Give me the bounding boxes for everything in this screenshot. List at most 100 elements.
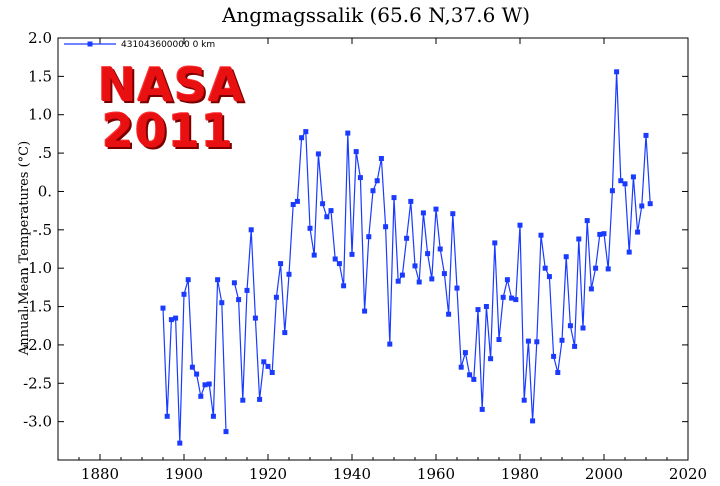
data-point (236, 297, 242, 303)
data-point (425, 251, 431, 257)
y-tick-label: .5 (38, 144, 52, 162)
data-point (257, 396, 263, 402)
data-point (626, 249, 632, 255)
data-point (273, 294, 279, 300)
data-point (252, 315, 258, 321)
data-point (462, 350, 468, 356)
data-point (458, 364, 464, 370)
data-point (383, 224, 389, 230)
data-point (496, 337, 502, 342)
data-point (559, 337, 565, 343)
data-point (483, 304, 489, 309)
data-point (614, 69, 620, 75)
y-tick-label: -1.0 (23, 259, 52, 277)
data-point (328, 208, 334, 214)
data-point (231, 280, 237, 286)
data-point (521, 397, 527, 403)
data-point (517, 222, 523, 228)
data-point (374, 178, 380, 184)
data-point (269, 370, 275, 375)
data-point (282, 330, 288, 336)
data-point (164, 413, 170, 419)
data-point (576, 236, 582, 242)
x-tick-label: 2000 (585, 465, 623, 483)
data-point (185, 277, 191, 283)
data-point (181, 291, 187, 297)
data-point (546, 274, 552, 280)
data-point (488, 356, 494, 362)
data-point (345, 130, 351, 136)
data-point (639, 203, 645, 209)
y-tick-label: -.5 (33, 221, 52, 239)
data-point (601, 231, 607, 237)
data-point (471, 376, 477, 382)
data-point (290, 202, 296, 207)
data-point (525, 338, 531, 344)
series-line (233, 71, 651, 421)
data-point (475, 307, 481, 313)
x-tick-label: 1980 (501, 465, 539, 483)
x-tick-label: 1900 (165, 465, 203, 483)
data-point (202, 382, 208, 388)
data-point (206, 381, 212, 387)
data-point (622, 181, 628, 187)
data-point (647, 201, 653, 207)
data-point (194, 371, 200, 377)
y-tick-label: 1.0 (28, 106, 52, 124)
data-point (261, 359, 267, 365)
data-point (429, 276, 435, 282)
x-tick-label: 1960 (417, 465, 455, 483)
x-tick-label: 1920 (249, 465, 287, 483)
data-point (219, 300, 225, 306)
data-point (530, 418, 536, 424)
nasa-2011-stamp: NASA 2011 (98, 58, 245, 158)
data-point (441, 271, 447, 277)
data-point (437, 246, 443, 252)
data-point (408, 198, 414, 204)
data-point (378, 156, 384, 161)
data-point (391, 195, 397, 201)
data-point (504, 277, 510, 283)
data-point (349, 251, 355, 257)
data-point (223, 429, 229, 435)
data-point (173, 315, 179, 321)
data-point (467, 372, 473, 378)
data-point (210, 413, 216, 419)
data-point (433, 206, 439, 212)
data-point (357, 175, 363, 181)
x-axis: 1880 1900 1920 1940 1960 1980 2000 2020 (57, 38, 707, 483)
data-point (454, 285, 460, 291)
data-point (366, 234, 372, 240)
data-point (320, 201, 326, 207)
x-tick-label: 2020 (669, 465, 707, 483)
data-point (412, 263, 418, 269)
data-point (538, 232, 544, 238)
data-point (265, 363, 271, 369)
data-point (198, 393, 204, 399)
data-point (303, 129, 309, 135)
data-point (341, 283, 347, 289)
data-point (513, 297, 519, 303)
x-tick-label: 1940 (333, 465, 371, 483)
data-point (635, 229, 641, 235)
data-point (248, 227, 254, 233)
data-point (244, 287, 250, 293)
data-point (336, 261, 342, 267)
data-point (580, 325, 586, 331)
data-point (593, 265, 599, 271)
data-point (404, 235, 410, 241)
series-layer (160, 69, 653, 446)
data-point (605, 266, 611, 272)
data-point (294, 198, 300, 204)
data-point (597, 231, 603, 237)
y-tick-label: 1.5 (28, 67, 52, 85)
legend: 431043600000 0 km (64, 40, 215, 50)
data-point (315, 151, 321, 157)
data-point (534, 339, 540, 345)
data-point (278, 261, 284, 267)
data-point (542, 265, 548, 271)
data-point (588, 286, 594, 292)
data-point (450, 211, 456, 217)
data-point (630, 174, 636, 180)
data-point (215, 277, 221, 283)
